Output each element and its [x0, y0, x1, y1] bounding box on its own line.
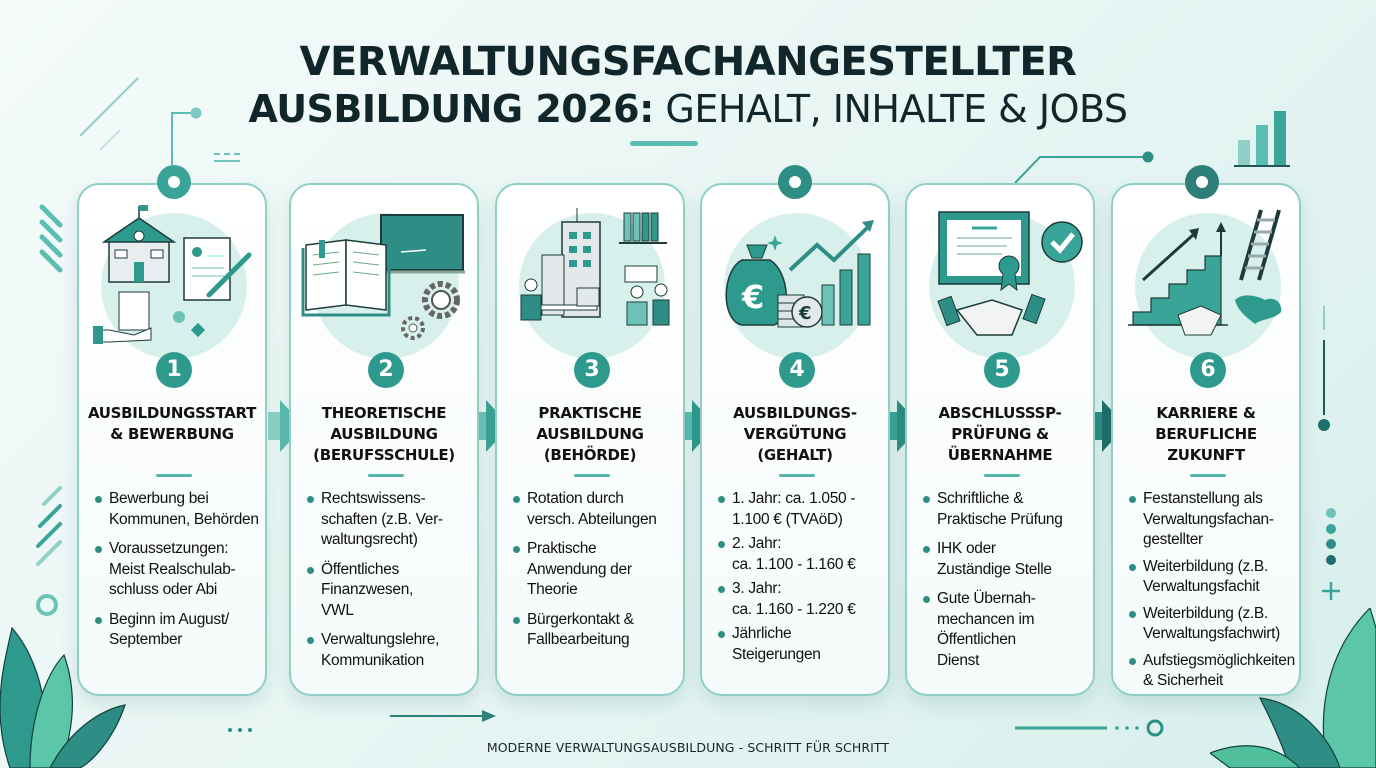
- list-item: 1. Jahr: ca. 1.050 - 1.100 € (TVAöD): [716, 489, 882, 530]
- step-heading: PRAKTISCHE AUSBILDUNG (BEHÖRDE): [536, 404, 644, 464]
- step-number-badge: 1: [156, 352, 192, 388]
- list-item: Jährliche Steigerungen: [716, 624, 882, 665]
- step-number-badge: 3: [574, 352, 610, 388]
- step-card-1: 1 AUSBILDUNGSSTART & BEWERBUNG Bewerbung…: [77, 165, 267, 696]
- flow-arrow-stem-1: [268, 412, 282, 440]
- book-chalkboard-icon: [301, 214, 465, 340]
- list-item: IHK oder Zuständige Stelle: [921, 539, 1087, 580]
- step-heading: ABSCHLUSSSP- PRÜFUNG & ÜBERNAHME: [938, 404, 1062, 464]
- certificate-handshake-icon: [937, 211, 1083, 336]
- step-card-4: € € 4 AUSBILDUNGS- VERGÜTUNG (GEHALT) 1.…: [700, 165, 890, 696]
- step-bullet-list: Bewerbung bei Kommunen, Behörden Vorauss…: [93, 489, 259, 660]
- bar-chart-deco-icon: [1234, 111, 1290, 167]
- list-item: Gute Übernah- mechancen im Öffentlichen …: [921, 589, 1087, 671]
- title-line-2-bold: AUSBILDUNG 2026:: [248, 87, 654, 131]
- step-card-3: 3 PRAKTISCHE AUSBILDUNG (BEHÖRDE) Rotati…: [495, 183, 685, 696]
- heading-divider: [779, 474, 815, 477]
- list-item: Schriftliche & Praktische Prüfung: [921, 489, 1087, 530]
- svg-text:€: €: [741, 278, 764, 316]
- list-item: Verwaltungslehre, Kommunikation: [305, 630, 471, 671]
- heading-divider: [574, 474, 610, 477]
- list-item: Aufstiegsmöglichkeiten & Sicherheit: [1127, 651, 1295, 692]
- connector-node-icon: [778, 165, 812, 199]
- list-item: Voraussetzungen: Meist Realschulab- schl…: [93, 539, 259, 601]
- step-card-5: 5 ABSCHLUSSSP- PRÜFUNG & ÜBERNAHME Schri…: [905, 183, 1095, 696]
- heading-divider: [156, 474, 192, 477]
- career-ladder-icon: [1128, 209, 1282, 336]
- step-number-badge: 2: [368, 352, 404, 388]
- title-line-2-light: GEHALT, INHALTE & JOBS: [653, 87, 1128, 131]
- step-bullet-list: Rotation durch versch. Abteilungen Prakt…: [511, 489, 677, 660]
- list-item: Weiterbildung (z.B. Verwaltungsfachwirt): [1127, 604, 1293, 645]
- svg-text:€: €: [798, 303, 812, 324]
- step-heading: AUSBILDUNGSSTART & BEWERBUNG: [87, 404, 257, 443]
- list-item: Beginn im August/ September: [93, 610, 259, 651]
- list-item: Festanstellung als Verwaltungsfachan- ge…: [1127, 489, 1293, 551]
- title-underline-divider: [630, 141, 698, 146]
- step-heading: KARRIERE & BERUFLICHE ZUKUNFT: [1155, 404, 1257, 464]
- leaf-decoration-right: [1210, 608, 1376, 768]
- list-item: 3. Jahr: ca. 1.160 - 1.220 €: [716, 579, 882, 620]
- heading-divider: [984, 474, 1020, 477]
- office-building-icon: [520, 208, 670, 326]
- step-bullet-list: Rechtswissens- schaften (z.B. Ver- waltu…: [305, 489, 471, 680]
- step-number-badge: 5: [984, 352, 1020, 388]
- list-item: Rechtswissens- schaften (z.B. Ver- waltu…: [305, 489, 471, 551]
- list-item: 2. Jahr: ca. 1.100 - 1.160 €: [716, 534, 882, 575]
- step-number-badge: 6: [1190, 352, 1226, 388]
- list-item: Weiterbildung (z.B. Verwaltungsfachit: [1127, 557, 1293, 598]
- school-application-icon: [93, 205, 252, 344]
- title-line-1: VERWALTUNGSFACHANGESTELLTER: [299, 39, 1077, 85]
- connector-node-icon: [157, 165, 191, 199]
- money-growth-icon: € €: [725, 220, 874, 328]
- list-item: Öffentliches Finanzwesen, VWL: [305, 560, 471, 622]
- list-item: Bewerbung bei Kommunen, Behörden: [93, 489, 259, 530]
- footer-tagline: MODERNE VERWALTUNGSAUSBILDUNG - SCHRITT …: [486, 740, 890, 755]
- page-title: VERWALTUNGSFACHANGESTELLTER AUSBILDUNG 2…: [0, 38, 1376, 132]
- heading-divider: [1190, 474, 1226, 477]
- step-number-badge: 4: [779, 352, 815, 388]
- step-card-2: 2 THEORETISCHE AUSBILDUNG (BERUFSSCHULE)…: [289, 183, 479, 696]
- list-item: Praktische Anwendung der Theorie: [511, 539, 677, 601]
- leaf-decoration-left: [0, 626, 126, 768]
- step-bullet-list: Schriftliche & Praktische Prüfung IHK od…: [921, 489, 1087, 680]
- step-bullet-list: 1. Jahr: ca. 1.050 - 1.100 € (TVAöD) 2. …: [716, 489, 882, 669]
- title-line-2: AUSBILDUNG 2026: GEHALT, INHALTE & JOBS: [0, 86, 1376, 132]
- step-heading: THEORETISCHE AUSBILDUNG (BERUFSSCHULE): [313, 404, 455, 464]
- step-bullet-list: Festanstellung als Verwaltungsfachan- ge…: [1127, 489, 1295, 698]
- connector-node-icon: [1185, 165, 1219, 199]
- list-item: Rotation durch versch. Abteilungen: [511, 489, 677, 530]
- step-heading: AUSBILDUNGS- VERGÜTUNG (GEHALT): [733, 404, 857, 464]
- step-card-6: 6 KARRIERE & BERUFLICHE ZUKUNFT Festanst…: [1111, 165, 1301, 698]
- heading-divider: [368, 474, 404, 477]
- list-item: Bürgerkontakt & Fallbearbeitung: [511, 610, 677, 651]
